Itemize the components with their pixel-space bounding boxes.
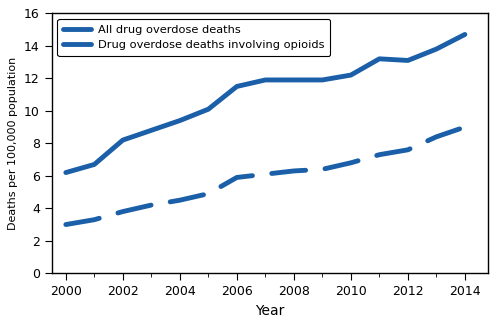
- Drug overdose deaths involving opioids: [91, 218, 97, 222]
- Drug overdose deaths involving opioids: [434, 135, 439, 139]
- All drug overdose deaths: [376, 57, 382, 61]
- All drug overdose deaths: [148, 128, 154, 132]
- Drug overdose deaths involving opioids: [205, 192, 211, 196]
- Drug overdose deaths involving opioids: [262, 172, 268, 176]
- Y-axis label: Deaths per 100,000 population: Deaths per 100,000 population: [8, 57, 18, 230]
- All drug overdose deaths: [434, 47, 439, 51]
- All drug overdose deaths: [91, 162, 97, 166]
- X-axis label: Year: Year: [255, 304, 284, 318]
- Drug overdose deaths involving opioids: [376, 153, 382, 157]
- Drug overdose deaths involving opioids: [405, 148, 411, 152]
- All drug overdose deaths: [405, 58, 411, 62]
- Drug overdose deaths involving opioids: [148, 203, 154, 207]
- Drug overdose deaths involving opioids: [319, 167, 325, 171]
- Drug overdose deaths involving opioids: [177, 198, 183, 202]
- All drug overdose deaths: [319, 78, 325, 82]
- All drug overdose deaths: [63, 170, 69, 174]
- Legend: All drug overdose deaths, Drug overdose deaths involving opioids: All drug overdose deaths, Drug overdose …: [57, 19, 330, 56]
- All drug overdose deaths: [348, 73, 354, 77]
- All drug overdose deaths: [234, 84, 240, 88]
- All drug overdose deaths: [205, 107, 211, 111]
- Drug overdose deaths involving opioids: [234, 175, 240, 179]
- All drug overdose deaths: [177, 119, 183, 123]
- Line: Drug overdose deaths involving opioids: Drug overdose deaths involving opioids: [66, 127, 465, 225]
- Drug overdose deaths involving opioids: [120, 210, 126, 214]
- All drug overdose deaths: [262, 78, 268, 82]
- Drug overdose deaths involving opioids: [291, 169, 297, 173]
- Drug overdose deaths involving opioids: [63, 223, 69, 227]
- Drug overdose deaths involving opioids: [462, 125, 468, 129]
- Line: All drug overdose deaths: All drug overdose deaths: [66, 35, 465, 172]
- Drug overdose deaths involving opioids: [348, 161, 354, 165]
- All drug overdose deaths: [291, 78, 297, 82]
- All drug overdose deaths: [462, 33, 468, 37]
- All drug overdose deaths: [120, 138, 126, 142]
